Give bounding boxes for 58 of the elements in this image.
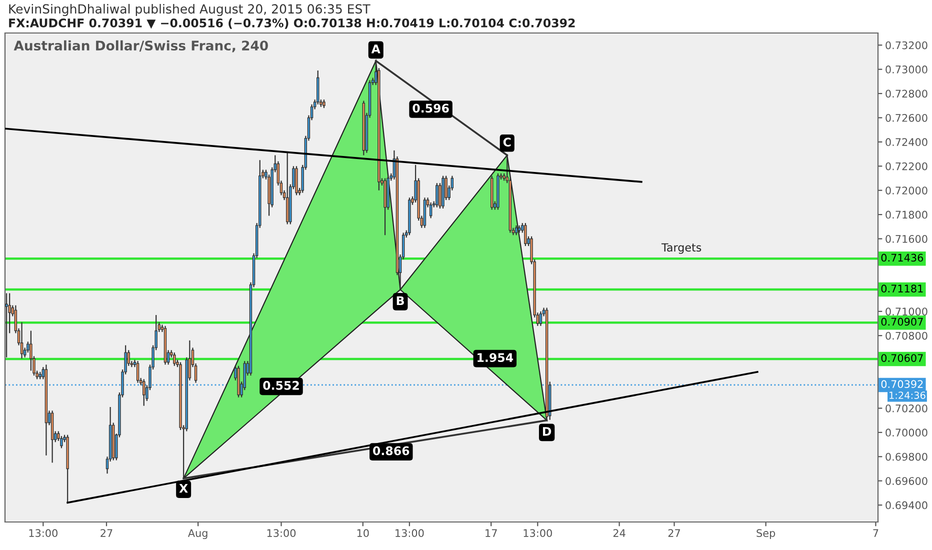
y-tick-label: 0.73200 bbox=[886, 41, 928, 50]
x-tick-label: Aug bbox=[188, 529, 208, 540]
ref-line-label: 0.71181 bbox=[881, 284, 923, 293]
candlestick bbox=[142, 378, 146, 406]
x-tick-label: 10 bbox=[357, 529, 369, 538]
x-tick-label: 27 bbox=[668, 529, 680, 537]
candlestick bbox=[173, 352, 176, 366]
x-tick-label: 13:00 bbox=[29, 529, 58, 538]
annotation: B bbox=[396, 296, 404, 305]
y-tick-label: 0.70000 bbox=[886, 428, 928, 437]
y-tick-label: 0.69800 bbox=[886, 452, 928, 461]
y-tick-label: 0.72800 bbox=[886, 90, 928, 98]
y-tick-label: 0.70200 bbox=[886, 404, 928, 412]
y-tick-label: 0.71600 bbox=[886, 234, 928, 243]
annotation: 0.552 bbox=[263, 380, 299, 390]
y-tick-label: 0.71000 bbox=[886, 308, 928, 316]
candlestick bbox=[136, 360, 140, 384]
annotation: 1.954 bbox=[478, 353, 514, 362]
y-tick-label: 0.72200 bbox=[886, 162, 928, 170]
candlestick bbox=[20, 322, 24, 360]
candlestick bbox=[514, 224, 518, 236]
x-tick-label: Sep bbox=[756, 529, 776, 540]
ref-line-label: 0.70907 bbox=[881, 318, 923, 326]
candlestick bbox=[30, 330, 32, 372]
y-tick-label: 0.72400 bbox=[886, 138, 928, 146]
x-tick-label: 13:00 bbox=[267, 529, 296, 538]
annotation: Targets bbox=[661, 243, 702, 254]
y-tick-label: 0.73000 bbox=[886, 66, 928, 74]
chart-subtitle: FX:AUDCHF 0.70391 ▼ −0.00516 (−0.73%) O:0.70138 H:0.70419 L:0.70104 C:0.70392 bbox=[9, 18, 575, 29]
y-tick-label: 0.69400 bbox=[886, 501, 928, 510]
x-tick-label: 24 bbox=[613, 529, 626, 537]
annotation: D bbox=[542, 427, 552, 436]
annotation: 0.866 bbox=[373, 446, 410, 456]
ref-line-label: 0.71436 bbox=[881, 254, 924, 262]
candlestick bbox=[524, 222, 527, 247]
x-tick-label: 7 bbox=[873, 529, 878, 537]
ref-line-label: 0.70392 bbox=[881, 380, 923, 388]
candlestick bbox=[436, 182, 438, 208]
annotation: A bbox=[371, 44, 380, 54]
annotation: C bbox=[503, 138, 511, 147]
y-tick-label: 0.70800 bbox=[886, 332, 928, 340]
annotation: X bbox=[179, 484, 188, 493]
y-tick-label: 0.72600 bbox=[886, 114, 928, 122]
x-tick-label: 27 bbox=[100, 529, 112, 537]
candlestick bbox=[429, 202, 432, 219]
x-tick-label: 13:00 bbox=[524, 529, 552, 538]
annotation: 0.596 bbox=[412, 104, 449, 113]
x-tick-label: 13:00 bbox=[396, 529, 424, 538]
annotation: Australian Dollar/Swiss Franc, 240 bbox=[14, 40, 268, 52]
chart-title: KevinSinghDhaliwal published August 20, 2015 06:35 EST bbox=[9, 4, 370, 16]
candlestick bbox=[5, 292, 8, 358]
x-tick-label: 17 bbox=[486, 529, 497, 537]
y-tick-label: 0.69600 bbox=[886, 477, 928, 485]
text: 1:24:36 bbox=[890, 392, 926, 399]
y-tick-label: 0.72000 bbox=[886, 186, 928, 194]
ref-line-label: 0.70607 bbox=[881, 354, 923, 362]
y-tick-label: 0.71800 bbox=[886, 210, 928, 219]
candlestick bbox=[539, 310, 542, 326]
